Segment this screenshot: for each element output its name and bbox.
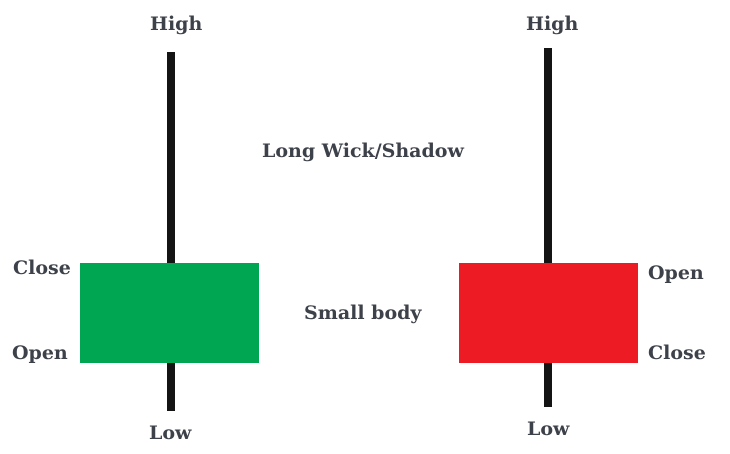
bearish-high-label: High: [526, 13, 579, 35]
bearish-close-label: Close: [648, 342, 706, 364]
bearish-body: [459, 263, 638, 363]
bearish-wick: [544, 48, 552, 407]
bullish-close-label: Close: [13, 257, 71, 279]
bearish-low-label: Low: [527, 418, 570, 440]
long-wick-label: Long Wick/Shadow: [262, 140, 464, 162]
bullish-low-label: Low: [149, 422, 192, 444]
small-body-label: Small body: [304, 302, 422, 324]
bullish-high-label: High: [150, 13, 203, 35]
bullish-wick: [167, 52, 175, 411]
bullish-open-label: Open: [12, 342, 68, 364]
bullish-body: [80, 263, 259, 363]
bearish-open-label: Open: [648, 262, 704, 284]
